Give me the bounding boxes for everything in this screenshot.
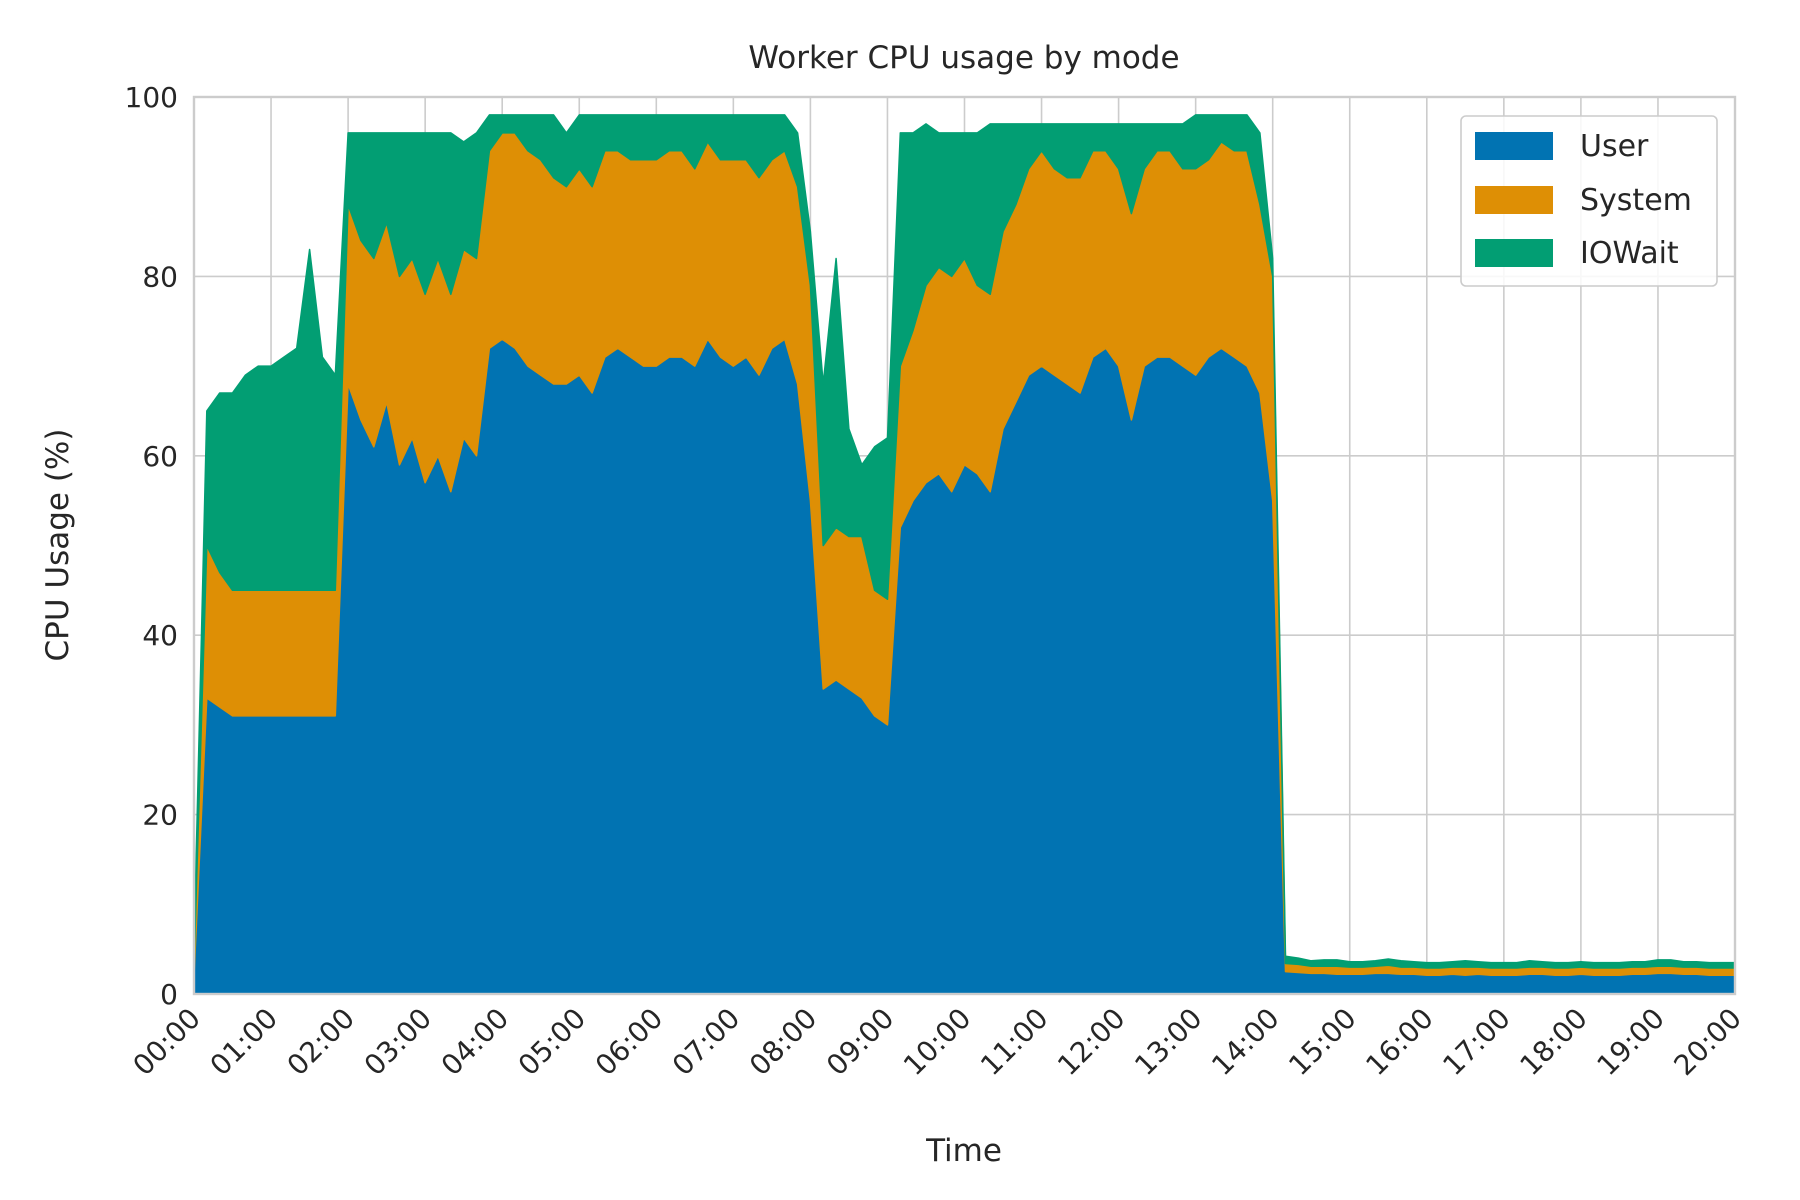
x-tick-label: 17:00: [1436, 1002, 1516, 1082]
x-tick-label: 12:00: [1051, 1002, 1131, 1082]
y-tick-label: 100: [125, 81, 178, 114]
x-tick-label: 15:00: [1282, 1002, 1362, 1082]
y-axis-label: CPU Usage (%): [40, 429, 76, 662]
x-axis-label: Time: [925, 1133, 1002, 1169]
x-tick-label: 11:00: [974, 1002, 1054, 1082]
x-tick-label: 04:00: [435, 1002, 515, 1082]
x-tick-label: 08:00: [743, 1002, 823, 1082]
y-tick-label: 40: [142, 619, 178, 652]
legend-swatch-user: [1475, 132, 1553, 160]
x-tick-label: 02:00: [281, 1002, 361, 1082]
x-tick-label: 09:00: [820, 1002, 900, 1082]
y-tick-label: 0: [160, 978, 178, 1011]
x-tick-label: 19:00: [1590, 1002, 1670, 1082]
x-tick-label: 01:00: [204, 1002, 284, 1082]
x-tick-label: 00:00: [127, 1002, 207, 1082]
legend-swatch-iowait: [1475, 239, 1553, 267]
y-tick-label: 20: [142, 799, 178, 832]
plot-frame: [192, 95, 1737, 996]
legend-swatch-system: [1475, 186, 1553, 214]
x-tick-label: 18:00: [1513, 1002, 1593, 1082]
x-tick-label: 14:00: [1205, 1002, 1285, 1082]
legend-label-user: User: [1580, 129, 1649, 164]
x-tick-label: 10:00: [897, 1002, 977, 1082]
x-tick-label: 07:00: [666, 1002, 746, 1082]
legend: User System IOWait: [1460, 115, 1718, 287]
x-tick-label: 20:00: [1668, 1002, 1748, 1082]
x-tick-label: 03:00: [358, 1002, 438, 1082]
y-tick-label: 80: [142, 260, 178, 293]
y-axis-ticks: 0 20 40 60 80 100: [125, 81, 178, 1011]
legend-label-iowait: IOWait: [1580, 236, 1679, 271]
legend-label-system: System: [1580, 183, 1692, 218]
x-tick-label: 16:00: [1359, 1002, 1439, 1082]
y-tick-label: 60: [142, 440, 178, 473]
x-axis-ticks: 00:0001:0002:0003:0004:0005:0006:0007:00…: [127, 1002, 1748, 1082]
x-tick-label: 05:00: [512, 1002, 592, 1082]
x-tick-label: 13:00: [1128, 1002, 1208, 1082]
x-tick-label: 06:00: [589, 1002, 669, 1082]
chart-title: Worker CPU usage by mode: [748, 40, 1179, 76]
